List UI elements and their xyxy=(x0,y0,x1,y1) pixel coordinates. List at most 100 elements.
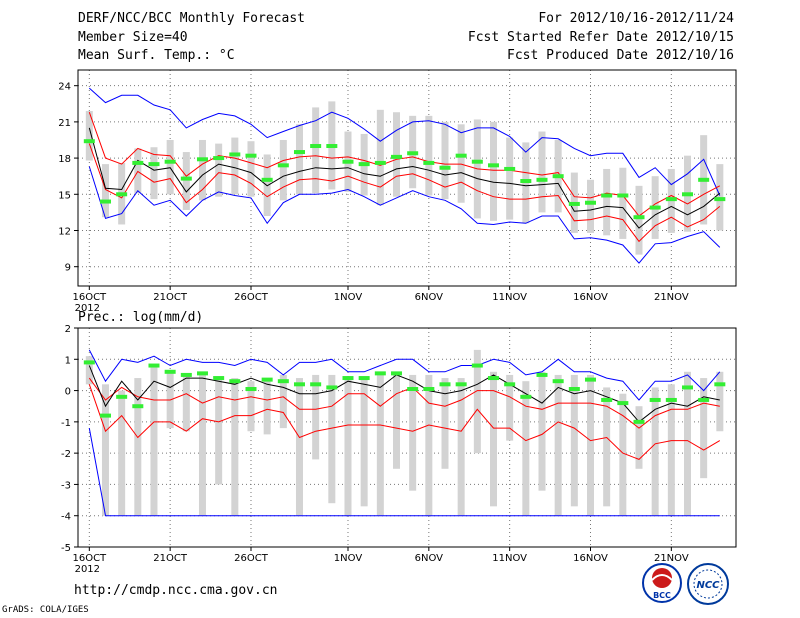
range-box xyxy=(603,168,611,236)
range-box xyxy=(635,185,643,255)
observed-marker xyxy=(423,160,435,165)
observed-marker xyxy=(358,376,370,381)
range-box xyxy=(134,378,142,516)
observed-marker xyxy=(714,197,726,202)
observed-marker xyxy=(180,176,192,181)
range-box xyxy=(538,371,546,491)
range-box xyxy=(425,374,433,516)
observed-marker xyxy=(423,387,435,392)
range-box xyxy=(603,387,611,507)
series-line-lower-band-blue- xyxy=(88,166,721,264)
range-box xyxy=(279,374,287,429)
observed-marker xyxy=(568,201,580,206)
x-year-label: 2012 xyxy=(75,303,100,314)
range-box xyxy=(506,374,514,441)
x-tick-label: 6NOV xyxy=(415,553,444,564)
range-box xyxy=(473,349,481,454)
x-tick-label: 16OCT xyxy=(72,553,107,564)
range-box xyxy=(586,179,594,233)
range-box xyxy=(85,111,93,161)
member-size: Member Size=40 xyxy=(78,30,188,45)
range-box xyxy=(457,124,465,203)
panel-2: -5 -4 -3 -2 -1 0 1 2 16OCT 21OCT 26OCT 1NOV 6NOV 11NO… xyxy=(61,324,737,575)
y-tick-label: 24 xyxy=(58,82,71,93)
observed-marker xyxy=(536,372,548,377)
observed-marker xyxy=(326,144,338,149)
observed-marker xyxy=(164,369,176,374)
observed-marker xyxy=(681,385,693,390)
observed-marker xyxy=(261,177,273,182)
panel-1: 9 12 15 18 21 24 16OCT 21OCT 26OCT 1NOV 6NOV 11NOV 1… xyxy=(58,69,737,314)
range-box xyxy=(619,393,627,516)
panel-frame xyxy=(77,69,737,287)
range-box xyxy=(360,378,368,507)
series-line-ensemble-mean xyxy=(88,127,721,229)
range-box xyxy=(489,121,497,221)
produced-date: Fcst Produced Date 2012/10/16 xyxy=(507,48,734,63)
observed-marker xyxy=(665,197,677,202)
ncc-logo-text: NCC xyxy=(696,580,720,591)
series-line-upper-band-red- xyxy=(88,377,720,429)
observed-marker xyxy=(116,192,128,197)
chart-title: DERF/NCC/BCC Monthly Forecast xyxy=(78,11,305,26)
observed-marker xyxy=(132,404,144,409)
observed-marker xyxy=(698,397,710,402)
range-box xyxy=(166,139,174,195)
range-box xyxy=(295,378,303,516)
x-tick-label: 11NOV xyxy=(492,292,527,303)
footer-url[interactable]: http://cmdp.ncc.cma.gov.cn xyxy=(74,583,278,598)
observed-marker xyxy=(116,394,128,399)
range-box xyxy=(376,109,384,206)
observed-marker xyxy=(617,193,629,198)
y-tick-label: 12 xyxy=(58,226,71,237)
x-tick-label: 26OCT xyxy=(234,553,269,564)
range-box xyxy=(150,365,158,516)
y-tick-label: 15 xyxy=(58,190,71,201)
series-line-lower-band-blue- xyxy=(88,428,720,517)
range-box xyxy=(586,374,594,516)
y-tick-label: -1 xyxy=(61,418,71,429)
observed-marker xyxy=(584,377,596,382)
observed-marker xyxy=(245,387,257,392)
range-box xyxy=(215,143,223,197)
observed-marker xyxy=(617,401,629,406)
observed-marker xyxy=(132,160,144,165)
observed-marker xyxy=(504,382,516,387)
range-box xyxy=(538,131,546,213)
observed-marker xyxy=(390,154,402,159)
observed-marker xyxy=(342,376,354,381)
series-line-ensemble-mean xyxy=(88,365,720,423)
range-box xyxy=(247,141,255,197)
observed-marker xyxy=(407,151,419,156)
observed-marker xyxy=(99,413,111,418)
observed-marker xyxy=(213,376,225,381)
range-box xyxy=(392,371,400,469)
observed-marker xyxy=(310,382,322,387)
observed-marker xyxy=(390,371,402,376)
observed-marker xyxy=(439,165,451,170)
series-line-lower-band-red- xyxy=(88,384,721,460)
range-box xyxy=(425,115,433,196)
x-tick-label: 11NOV xyxy=(492,553,527,564)
range-box xyxy=(118,390,126,516)
range-box xyxy=(651,387,659,516)
y-tick-label: -3 xyxy=(61,480,71,491)
x-tick-label: 21NOV xyxy=(654,553,689,564)
range-box xyxy=(522,381,530,516)
y-tick-label: -5 xyxy=(61,543,71,554)
forecast-period: For 2012/10/16-2012/11/24 xyxy=(538,11,734,26)
observed-marker xyxy=(229,152,241,157)
range-box xyxy=(263,378,271,435)
range-box xyxy=(150,147,158,200)
observed-marker xyxy=(633,419,645,424)
range-box xyxy=(506,137,514,220)
observed-marker xyxy=(601,397,613,402)
observed-marker xyxy=(552,379,564,384)
range-box xyxy=(295,124,303,195)
range-box xyxy=(376,371,384,516)
refer-date: Fcst Started Refer Date 2012/10/15 xyxy=(467,30,734,45)
range-box xyxy=(312,374,320,460)
range-box xyxy=(619,167,627,239)
x-year-label: 2012 xyxy=(75,564,100,575)
